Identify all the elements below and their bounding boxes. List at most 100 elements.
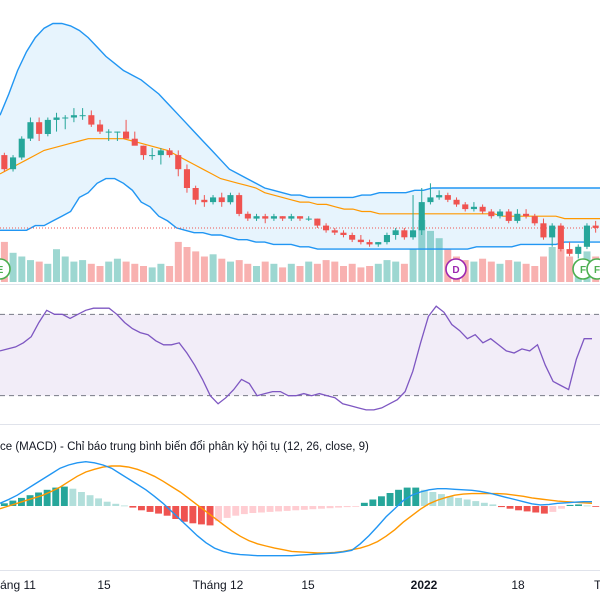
candle-body: [1, 155, 8, 170]
candle-body: [183, 169, 190, 188]
volume-bar: [409, 249, 417, 282]
candle-body: [53, 117, 60, 120]
macd-histogram-bar: [300, 506, 308, 510]
macd-histogram-bar: [86, 495, 94, 506]
event-marker-label: F: [594, 265, 600, 276]
volume-bar: [61, 256, 69, 282]
candle-body: [583, 225, 590, 247]
macd-histogram-bar: [523, 506, 531, 512]
candle-body: [479, 206, 486, 212]
macd-histogram-bar: [412, 487, 420, 506]
volume-bar: [296, 266, 304, 282]
candle-body: [453, 199, 460, 205]
volume-bar: [479, 258, 487, 282]
volume-bar: [540, 256, 547, 282]
macd-histogram-bar: [155, 506, 162, 514]
macd-histogram-bar: [258, 506, 265, 513]
candle-body: [10, 157, 17, 170]
x-tick-label: 15: [97, 578, 111, 592]
event-marker-circle: [586, 258, 600, 280]
macd-histogram-bar: [506, 506, 514, 509]
volume-bar: [322, 260, 330, 282]
candle-body: [375, 242, 382, 245]
volume-bar: [27, 260, 34, 282]
macd-histogram-bar: [472, 501, 480, 506]
event-marker-circle: [0, 258, 11, 280]
macd-histogram-bar: [215, 506, 222, 522]
candle-body: [349, 235, 356, 240]
macd-histogram-bar: [69, 488, 77, 506]
candle-body: [262, 216, 269, 219]
candle-body: [105, 131, 112, 133]
volume-bar: [244, 263, 252, 282]
candle-body: [131, 138, 138, 146]
macd-histogram-bar: [335, 506, 342, 508]
macd-histogram-bar: [146, 506, 154, 512]
macd-histogram-bar: [378, 496, 385, 506]
volume-bar: [357, 267, 365, 282]
volume-bar: [531, 266, 539, 282]
macd-histogram-bar: [343, 506, 351, 508]
event-markers-layer: E D FF: [0, 258, 600, 280]
macd-histogram-bar: [163, 506, 171, 516]
macd-histogram-bar: [43, 489, 51, 506]
macd-histogram-bar: [403, 487, 411, 506]
macd-histogram-bar: [292, 506, 300, 511]
volume-bar: [331, 261, 339, 282]
volume-bar: [279, 267, 287, 282]
candle-body: [18, 138, 25, 158]
event-marker-circle: [445, 258, 467, 280]
candle-body: [383, 235, 390, 243]
volume-bar: [270, 263, 278, 282]
candle-body: [166, 150, 173, 156]
candle-body: [192, 188, 199, 200]
macd-histogram-bar: [129, 506, 137, 508]
volume-bar: [522, 263, 530, 282]
candle-body: [366, 242, 373, 245]
macd-histogram-bar: [575, 504, 582, 506]
macd-histogram-bar: [438, 494, 445, 506]
candle-body: [592, 225, 599, 228]
event-marker[interactable]: E: [0, 258, 11, 280]
macd-histogram-bar: [326, 506, 334, 509]
volume-bar: [383, 260, 391, 282]
candle-body: [218, 197, 225, 203]
macd-layer: [0, 460, 600, 557]
candles-layer: [1, 108, 599, 259]
macd-title: ce (MACD) - Chỉ báo trung bình biến đổi …: [0, 441, 369, 453]
volume-bar: [487, 261, 495, 282]
candle-body: [462, 204, 469, 210]
candle-body: [392, 230, 399, 235]
candle-body: [540, 223, 547, 238]
volume-bar: [513, 261, 521, 282]
volume-bar: [305, 261, 313, 282]
macd-histogram-bar: [566, 504, 574, 506]
macd-histogram-bar: [420, 489, 428, 506]
volume-bar: [183, 247, 191, 282]
event-marker[interactable]: D: [445, 258, 467, 280]
volume-bar: [470, 261, 478, 282]
volume-bar: [9, 252, 17, 282]
volume-bar: [200, 256, 208, 282]
volume-bar: [253, 266, 260, 282]
x-tick-label: 18: [511, 578, 525, 592]
event-marker[interactable]: F: [586, 258, 600, 280]
macd-histogram-bar: [249, 506, 257, 513]
candle-body: [523, 213, 530, 217]
event-marker-label: F: [580, 265, 586, 276]
candle-body: [88, 115, 95, 125]
candle-body: [236, 195, 243, 214]
macd-histogram-bar: [352, 506, 360, 507]
candle-body: [288, 216, 295, 219]
volume-bar: [140, 266, 147, 282]
macd-histogram-bar: [275, 506, 282, 512]
macd-histogram-bar: [189, 506, 197, 524]
macd-histogram-bar: [9, 500, 17, 506]
candle-body: [427, 197, 434, 203]
macd-histogram-bar: [395, 489, 402, 506]
macd-histogram-bar: [223, 506, 231, 518]
candle-body: [514, 213, 521, 221]
macd-histogram-bar: [103, 501, 111, 506]
candle-body: [566, 249, 573, 254]
candle-body: [36, 122, 43, 134]
